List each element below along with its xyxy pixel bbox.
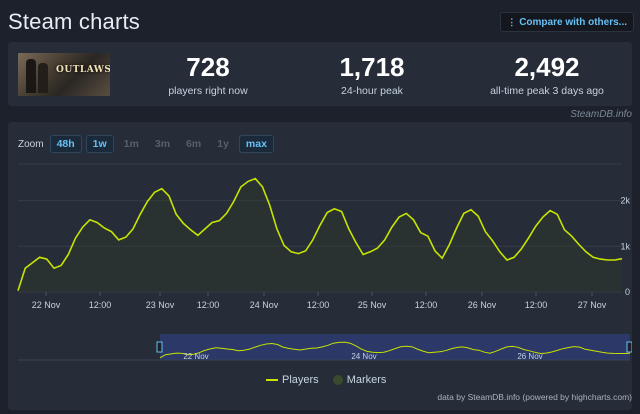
legend-label: Players (282, 374, 319, 386)
zoom-48h-button[interactable]: 48h (49, 135, 82, 153)
chart-legend: Players Markers (266, 374, 386, 386)
zoom-1w-button[interactable]: 1w (85, 135, 114, 153)
zoom-bar: Zoom 48h 1w 1m 3m 6m 1y max (18, 135, 274, 153)
x-tick-label: 12:00 (415, 300, 438, 310)
steamdb-credit[interactable]: SteamDB.info (570, 109, 632, 120)
y-tick-label: 0 (625, 287, 630, 297)
x-tick-label: 12:00 (525, 300, 548, 310)
figure-silhouette (38, 63, 48, 93)
y-tick-label: 2k (620, 196, 630, 206)
player-chart[interactable]: 0 1k 2k 22 Nov 12:00 23 Nov 12:00 24 Nov 12:00 25… (8, 122, 632, 410)
legend-item-markers[interactable]: Markers (332, 374, 387, 386)
stat-value: 2,492 (514, 52, 580, 82)
compare-button-label: Compare with others... (519, 16, 627, 28)
x-tick-label: 26 Nov (468, 300, 497, 310)
x-tick-label: 12:00 (89, 300, 112, 310)
chart-credits[interactable]: data by SteamDB.info (powered by highcha… (437, 392, 632, 402)
page-title: Steam charts (8, 9, 141, 34)
compare-button[interactable]: ⋮ Compare with others... (500, 12, 634, 32)
zoom-label: Zoom (18, 138, 44, 150)
stat-label: 24-hour peak (341, 85, 403, 97)
compare-icon: ⋮ (507, 16, 517, 27)
navigator-handle-right (626, 341, 632, 353)
game-thumbnail[interactable]: OUTLAWS (18, 53, 110, 96)
navigator-selection (160, 334, 630, 360)
navigator-label: 22 Nov (183, 352, 208, 361)
y-tick-label: 1k (620, 241, 630, 251)
navigator-label: 26 Nov (517, 352, 542, 361)
stat-value: 1,718 (339, 52, 405, 82)
players-line (17, 177, 623, 291)
game-logo: OUTLAWS (56, 65, 110, 75)
navigator-handle-left (156, 341, 163, 353)
zoom-1y-button[interactable]: 1y (217, 138, 229, 150)
x-tick-label: 24 Nov (250, 300, 279, 310)
x-tick-label: 12:00 (197, 300, 220, 310)
stat-24h-peak: 1,718 24-hour peak (302, 53, 442, 97)
legend-line-swatch (266, 379, 278, 381)
navigator-label: 24 Nov (351, 352, 376, 361)
zoom-max-button[interactable]: max (238, 135, 274, 153)
stat-label: all-time peak 3 days ago (490, 85, 604, 97)
x-tick-label: 27 Nov (578, 300, 607, 310)
stat-all-time-peak: 2,492 all-time peak 3 days ago (472, 53, 622, 97)
zoom-6m-button[interactable]: 6m (186, 138, 202, 150)
navigator-line (159, 341, 631, 359)
x-tick-label: 22 Nov (32, 300, 61, 310)
stat-value: 728 (186, 52, 230, 82)
x-tick-label: 12:00 (307, 300, 330, 310)
zoom-3m-button[interactable]: 3m (154, 138, 171, 150)
players-area (18, 178, 622, 292)
chart-panel: Zoom 48h 1w 1m 3m 6m 1y max 0 1k 2k 22 Nov 1… (8, 122, 632, 410)
figure-silhouette (26, 59, 36, 93)
x-tick-label: 25 Nov (358, 300, 387, 310)
x-tick-label: 23 Nov (146, 300, 175, 310)
stat-label: players right now (168, 85, 248, 97)
legend-item-players[interactable]: Players (266, 374, 319, 386)
stat-current-players: 728 players right now (138, 53, 278, 97)
legend-dot-swatch (332, 375, 343, 385)
legend-label: Markers (346, 374, 387, 386)
zoom-1m-button[interactable]: 1m (123, 138, 139, 150)
stats-panel: OUTLAWS 728 players right now 1,718 24-h… (8, 42, 632, 106)
